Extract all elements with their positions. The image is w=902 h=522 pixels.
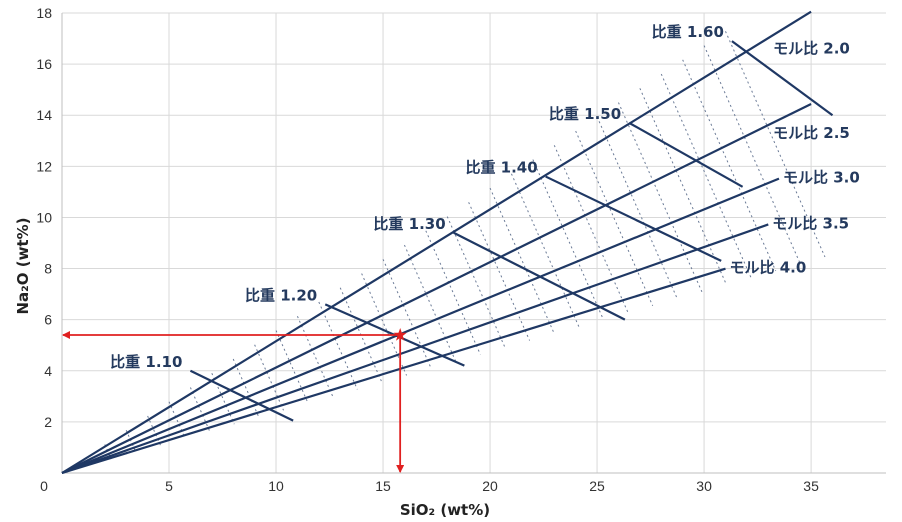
hatch-line — [446, 216, 506, 348]
hatch-line — [660, 73, 752, 279]
specific-gravity-label: 比重 1.50 — [549, 105, 621, 123]
mole-ratio-line — [61, 10, 812, 474]
specific-gravity-line — [545, 175, 722, 262]
hatch-line — [575, 130, 654, 306]
specific-gravity-line — [453, 231, 626, 321]
specific-gravity-label: 比重 1.20 — [245, 286, 317, 304]
hatch-line — [489, 187, 555, 334]
hatch-line — [254, 344, 284, 411]
x-axis-title: SiO₂ (wt%) — [400, 501, 490, 519]
hatch-line — [318, 301, 358, 390]
mole-ratio-line — [61, 223, 769, 475]
y-tick-label: 4 — [44, 363, 52, 379]
mole-ratio-label: モル比 2.5 — [773, 124, 850, 142]
specific-gravity-label: 比重 1.60 — [652, 23, 724, 41]
specific-gravity-label: 比重 1.30 — [373, 215, 445, 233]
mole-ratio-line — [61, 267, 726, 475]
specific-gravity-label: 比重 1.40 — [465, 159, 537, 177]
marker-group — [62, 328, 407, 473]
hatch-line — [125, 430, 137, 453]
y-tick-label: 12 — [36, 158, 52, 174]
hatch-line — [168, 401, 186, 439]
hatch-line — [532, 159, 604, 320]
y-tick-label: 2 — [44, 414, 52, 430]
marker-star — [393, 328, 407, 341]
mole-ratio-label: モル比 2.0 — [773, 40, 850, 58]
x-tick-label: 30 — [696, 478, 712, 494]
y-axis-title: Na₂O (wt%) — [14, 218, 32, 315]
hatch-line — [553, 145, 629, 313]
x-tick-label: 10 — [268, 478, 284, 494]
hatch-line — [403, 244, 457, 362]
specific-gravity-label: 比重 1.10 — [110, 353, 182, 371]
y-tick-label: 18 — [36, 5, 52, 21]
hatch-line — [211, 373, 235, 425]
specific-gravity-line — [189, 369, 294, 422]
specific-gravity-line — [731, 40, 834, 117]
y-tick-label: 10 — [36, 209, 52, 225]
y-tick-label: 6 — [44, 312, 52, 328]
hatch-line — [725, 31, 826, 258]
mole-ratio-label: モル比 3.0 — [783, 169, 860, 187]
x-tick-label: 25 — [589, 478, 605, 494]
y-tick-label: 14 — [36, 107, 52, 123]
hatch-line — [232, 358, 260, 418]
y-tick-label: 16 — [36, 56, 52, 72]
hatch-line — [639, 88, 727, 286]
hatch-line — [682, 59, 777, 272]
data-lines — [61, 10, 834, 475]
grid — [61, 12, 886, 474]
y-tick-label: 8 — [44, 261, 52, 277]
tick-labels: 0 5 10 15 20 25 30 35 2 4 6 8 10 12 14 16 18 — [36, 5, 819, 494]
x-tick-label: 35 — [803, 478, 819, 494]
hatch-line — [361, 273, 408, 376]
hatch-line — [596, 116, 678, 299]
x-tick-label: 20 — [482, 478, 498, 494]
origin-tick-label: 0 — [40, 478, 48, 494]
x-tick-label: 5 — [165, 478, 173, 494]
mole-ratio-label: モル比 4.0 — [729, 259, 806, 277]
x-tick-label: 15 — [375, 478, 391, 494]
specific-gravity-line — [628, 121, 744, 188]
mole-ratio-label: モル比 3.5 — [772, 214, 849, 232]
mole-ratio-line — [61, 102, 812, 474]
mole-ratio-line — [61, 177, 780, 475]
line-labels: モル比 2.0 モル比 2.5 モル比 3.0 モル比 3.5 モル比 4.0 比重 1.… — [110, 23, 860, 371]
hatch-line — [468, 202, 531, 341]
hatch-line — [275, 330, 309, 404]
